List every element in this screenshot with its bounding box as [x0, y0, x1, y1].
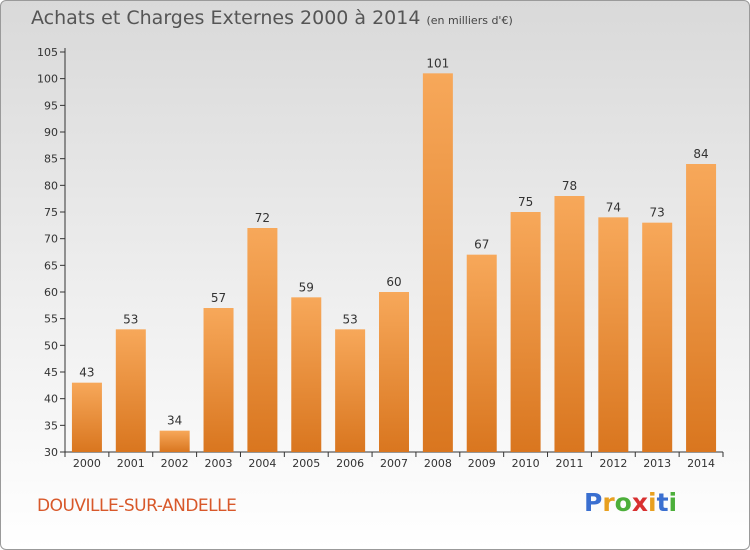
- y-tick-label: 75: [44, 206, 58, 219]
- y-tick-label: 100: [37, 73, 58, 86]
- chart-title-text: Achats et Charges Externes 2000 à 2014: [31, 7, 421, 29]
- y-tick-label: 70: [44, 233, 58, 246]
- chart-unit-note: (en milliers d'€): [426, 14, 513, 27]
- y-tick-label: 35: [44, 419, 58, 432]
- data-label: 67: [474, 238, 489, 252]
- y-tick-label: 30: [44, 446, 58, 459]
- x-tick-label: 2011: [555, 457, 583, 470]
- x-tick-label: 2002: [161, 457, 189, 470]
- bar: [115, 329, 146, 452]
- data-label: 74: [606, 200, 621, 214]
- data-label: 53: [123, 312, 138, 326]
- data-label: 43: [79, 366, 94, 380]
- logo-letter: t: [656, 488, 669, 517]
- y-tick-label: 85: [44, 153, 58, 166]
- y-tick-label: 45: [44, 366, 58, 379]
- x-tick-label: 2013: [643, 457, 671, 470]
- x-tick-label: 2003: [205, 457, 233, 470]
- x-tick-label: 2000: [73, 457, 101, 470]
- y-tick-label: 95: [44, 99, 58, 112]
- data-label: 75: [518, 195, 533, 209]
- x-tick-label: 2009: [468, 457, 496, 470]
- chart-title: Achats et Charges Externes 2000 à 2014 (e…: [31, 7, 513, 29]
- bar: [379, 292, 409, 452]
- logo-letter: i: [648, 488, 657, 517]
- bar: [247, 228, 278, 452]
- bar: [686, 164, 717, 452]
- data-label: 84: [693, 147, 708, 161]
- data-label: 60: [386, 275, 401, 289]
- y-tick-label: 105: [37, 46, 58, 59]
- bar: [466, 254, 497, 452]
- bar: [598, 217, 629, 452]
- data-label: 101: [426, 56, 449, 70]
- bar: [203, 308, 234, 452]
- data-label: 53: [342, 312, 357, 326]
- bar: [291, 297, 322, 452]
- data-label: 34: [167, 414, 182, 428]
- bar: [554, 196, 585, 452]
- bar: [422, 73, 453, 452]
- data-label: 72: [255, 211, 270, 225]
- data-label: 78: [562, 179, 577, 193]
- x-tick-label: 2001: [117, 457, 145, 470]
- bar: [159, 430, 190, 452]
- x-tick-label: 2007: [380, 457, 408, 470]
- bar: [642, 222, 673, 452]
- bar: [510, 212, 541, 452]
- logo-letter: P: [584, 488, 603, 517]
- x-tick-label: 2010: [512, 457, 540, 470]
- y-tick-label: 60: [44, 286, 58, 299]
- logo-letter: x: [631, 488, 648, 517]
- logo-letter: o: [614, 488, 632, 517]
- x-tick-label: 2006: [336, 457, 364, 470]
- x-tick-label: 2014: [687, 457, 715, 470]
- x-tick-label: 2005: [292, 457, 320, 470]
- logo-letter: i: [668, 488, 678, 517]
- x-tick-label: 2012: [599, 457, 627, 470]
- y-tick-label: 80: [44, 179, 58, 192]
- data-label: 59: [299, 280, 314, 294]
- x-tick-label: 2004: [248, 457, 276, 470]
- commune-name: DOUVILLE-SUR-ANDELLE: [37, 496, 237, 516]
- y-tick-label: 65: [44, 259, 58, 272]
- y-tick-label: 55: [44, 313, 58, 326]
- bar: [71, 382, 102, 452]
- bar: [335, 329, 366, 452]
- x-tick-label: 2008: [424, 457, 452, 470]
- data-label: 57: [211, 291, 226, 305]
- logo-letter: r: [602, 488, 615, 517]
- y-tick-label: 90: [44, 126, 58, 139]
- y-tick-label: 50: [44, 339, 58, 352]
- y-tick-label: 40: [44, 393, 58, 406]
- proxiti-logo: Proxiti: [584, 488, 677, 517]
- data-label: 73: [650, 206, 665, 220]
